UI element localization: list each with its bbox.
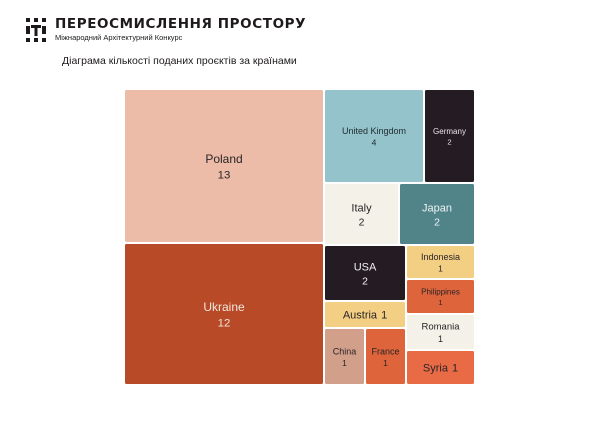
tile-romania xyxy=(407,315,474,349)
tile-value-china: 1 xyxy=(342,358,347,368)
tile-label-philippines: Philippines xyxy=(421,288,460,297)
tile-ukraine xyxy=(125,244,323,384)
tile-indonesia xyxy=(407,246,474,278)
tile-value-japan: 2 xyxy=(434,218,440,229)
tile-label-usa: USA xyxy=(354,261,377,273)
tile-value-romania: 1 xyxy=(438,334,443,344)
tile-label-indonesia: Indonesia xyxy=(421,252,460,262)
tile-china xyxy=(325,329,364,384)
tile-label-japan: Japan xyxy=(422,202,452,214)
brand-title: ПЕРЕОСМИСЛЕННЯ ПРОСТОРУ xyxy=(55,16,307,32)
tile-label-united-kingdom: United Kingdom xyxy=(342,126,406,136)
tile-value-ukraine: 12 xyxy=(218,318,231,330)
tile-value-indonesia: 1 xyxy=(438,263,443,273)
tile-austria xyxy=(325,302,405,327)
tile-philippines xyxy=(407,280,474,313)
tile-poland xyxy=(125,90,323,242)
tile-label-france: France xyxy=(371,346,399,356)
tile-value-france: 1 xyxy=(383,358,388,368)
tile-value-philippines: 1 xyxy=(438,298,442,307)
logo-icon xyxy=(26,18,46,42)
chart-title: Діаграма кількості поданих проєктів за к… xyxy=(62,55,297,67)
tile-value-poland: 13 xyxy=(218,170,231,182)
tile-value-usa: 2 xyxy=(362,277,368,288)
tile-value-germany: 2 xyxy=(447,137,451,146)
tile-label-ukraine: Ukraine xyxy=(203,300,245,314)
tile-japan xyxy=(400,184,474,244)
tile-label-romania: Romania xyxy=(421,322,460,333)
tile-germany xyxy=(425,90,474,182)
tile-value-italy: 2 xyxy=(359,218,365,229)
tile-label-austria: Austria 1 xyxy=(343,309,387,321)
tile-value-united-kingdom: 4 xyxy=(372,137,377,147)
tile-label-syria: Syria 1 xyxy=(423,362,458,374)
tile-label-poland: Poland xyxy=(205,152,242,166)
tile-label-china: China xyxy=(333,346,357,356)
brand-subtitle: Міжнародний Архітектурний Конкурс xyxy=(55,33,183,42)
tile-label-italy: Italy xyxy=(351,202,372,214)
tile-united-kingdom xyxy=(325,90,423,182)
tile-usa xyxy=(325,246,405,300)
tile-label-germany: Germany xyxy=(433,127,466,136)
tile-syria xyxy=(407,351,474,384)
tile-italy xyxy=(325,184,398,244)
tile-france xyxy=(366,329,405,384)
